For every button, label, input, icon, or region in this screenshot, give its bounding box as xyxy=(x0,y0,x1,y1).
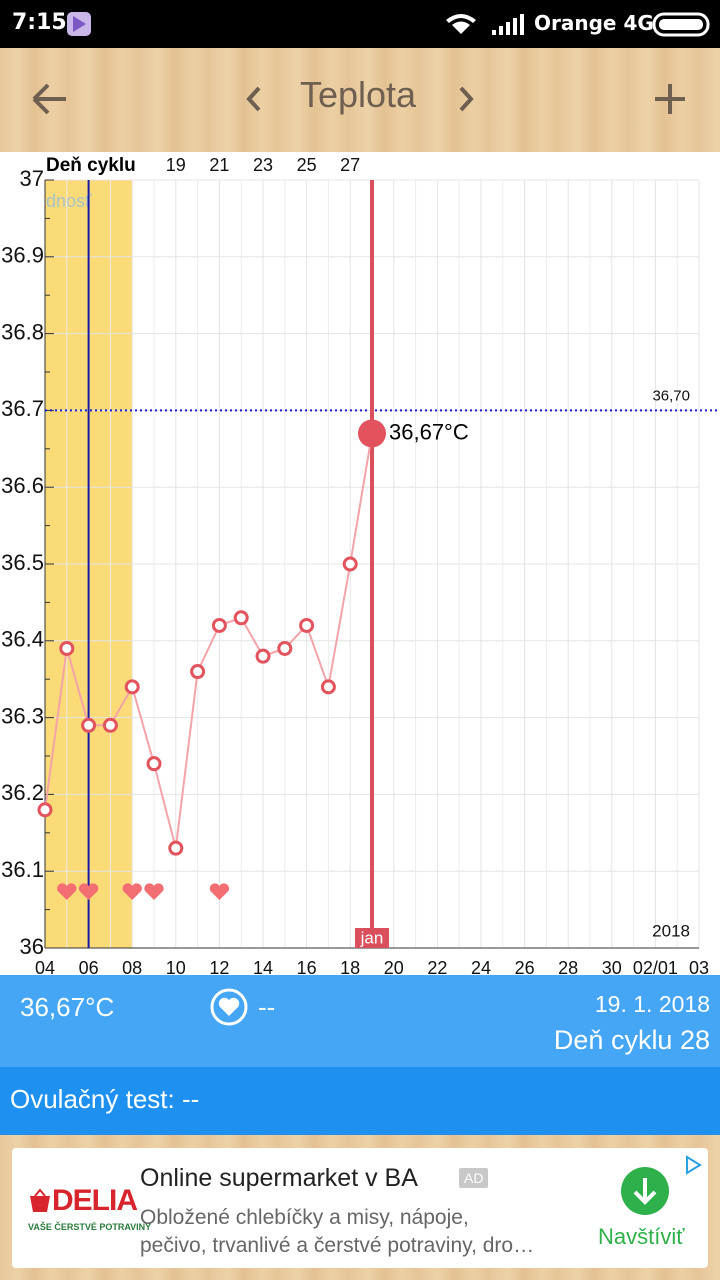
previous-button[interactable] xyxy=(242,84,266,114)
intercourse-heart xyxy=(78,883,99,900)
temperature-point xyxy=(59,640,75,656)
ad-badge: AD xyxy=(459,1168,489,1188)
summary-temperature: 36,67°C xyxy=(20,992,115,1022)
x-tick-label: 06 xyxy=(79,958,99,975)
y-tick-label: 36.5 xyxy=(1,550,44,575)
cycle-tick-label: 25 xyxy=(297,155,317,175)
x-tick-label: 14 xyxy=(253,958,273,975)
x-tick-label: 02/01 xyxy=(633,958,678,975)
temperature-point xyxy=(37,802,53,818)
temperature-point xyxy=(277,640,293,656)
basket-icon xyxy=(30,1188,50,1212)
y-tick-label: 37 xyxy=(20,166,44,191)
app-bar: Teplota xyxy=(0,48,720,152)
temperature-point xyxy=(102,717,118,733)
heart-icon xyxy=(210,988,248,1026)
temperature-point xyxy=(168,840,184,856)
ad-card[interactable]: DELIA VAŠE ČERSTVÉ POTRAVINY Online supe… xyxy=(12,1148,708,1268)
y-tick-label: 36.7 xyxy=(1,396,44,421)
y-tick-label: 36 xyxy=(20,934,44,959)
temperature-point xyxy=(124,679,140,695)
x-tick-label: 03 xyxy=(689,958,709,975)
ad-brand: DELIA xyxy=(52,1184,138,1217)
status-time: 7:15 xyxy=(12,10,67,35)
month-label: jan xyxy=(360,928,384,947)
ad-area: DELIA VAŠE ČERSTVÉ POTRAVINY Online supe… xyxy=(0,1135,720,1280)
x-tick-label: 12 xyxy=(209,958,229,975)
next-button[interactable] xyxy=(454,84,478,114)
temperature-line xyxy=(44,433,373,849)
x-tick-label: 22 xyxy=(427,958,447,975)
ad-brand-tagline: VAŠE ČERSTVÉ POTRAVINY xyxy=(28,1222,152,1232)
ovulation-panel: Ovulačný test: -- xyxy=(0,1067,720,1135)
play-store-icon xyxy=(67,12,91,36)
y-tick-label: 36.9 xyxy=(1,243,44,268)
ad-description-line: pečivo, trvanlivé a čerstvé potraviny, d… xyxy=(140,1234,535,1257)
temperature-point xyxy=(190,664,206,680)
add-button[interactable] xyxy=(652,81,688,117)
x-tick-label: 20 xyxy=(384,958,404,975)
adchoices-icon[interactable] xyxy=(682,1154,704,1176)
battery-icon xyxy=(652,12,710,37)
visit-icon[interactable] xyxy=(620,1166,670,1216)
month-label-box xyxy=(355,928,389,948)
summary-intercourse: -- xyxy=(258,992,276,1022)
ad-title: Online supermarket v BA xyxy=(140,1164,418,1192)
x-tick-label: 30 xyxy=(602,958,622,975)
x-tick-label: 18 xyxy=(340,958,360,975)
y-tick-label: 36.1 xyxy=(1,857,44,882)
summary-panel: 36,67°C -- 19. 1. 2018 Deň cyklu 28 xyxy=(0,975,720,1067)
x-tick-label: 28 xyxy=(558,958,578,975)
ad-description: Obložené chlebíčky a misy, nápoje, pečiv… xyxy=(140,1204,534,1260)
summary-date: 19. 1. 2018 xyxy=(594,991,710,1017)
value-label: 36,67°C xyxy=(389,419,469,444)
temperature-point xyxy=(211,617,227,633)
temperature-point xyxy=(342,556,358,572)
fertile-band-label: dnosť xyxy=(46,191,92,211)
temperature-point xyxy=(233,610,249,626)
x-tick-label: 24 xyxy=(471,958,491,975)
y-tick-label: 36.4 xyxy=(1,627,44,652)
x-tick-label: 10 xyxy=(166,958,186,975)
temperature-point xyxy=(146,756,162,772)
intercourse-heart xyxy=(122,883,142,900)
temperature-point xyxy=(299,617,315,633)
reference-line-label: 36,70 xyxy=(652,387,690,404)
summary-cycle-day: Deň cyklu 28 xyxy=(553,1025,710,1055)
ad-description-line: Obložené chlebíčky a misy, nápoje, xyxy=(140,1206,469,1229)
status-bar: 7:15 Orange 4G xyxy=(0,0,720,48)
y-tick-label: 36.3 xyxy=(1,703,44,728)
cycle-tick-label: 27 xyxy=(340,155,360,175)
temperature-point xyxy=(320,679,336,695)
x-tick-label: 16 xyxy=(297,958,317,975)
intercourse-heart xyxy=(209,883,230,900)
status-carrier: Orange 4G xyxy=(534,11,654,35)
cycle-tick-label: 21 xyxy=(209,155,229,175)
x-tick-label: 26 xyxy=(515,958,535,975)
temperature-chart: Deň cyklu dnosť 36 36.1 36.2 36.3 36.4 36.5 36.… xyxy=(0,152,720,975)
cycle-axis-title: Deň cyklu xyxy=(46,155,136,176)
back-button[interactable] xyxy=(30,82,70,116)
screen-title: Teplota xyxy=(299,74,417,115)
cycle-tick-label: 19 xyxy=(166,155,186,175)
year-label: 2018 xyxy=(652,921,690,940)
x-tick-label: 04 xyxy=(35,958,55,975)
ad-action[interactable]: Navštíviť xyxy=(598,1224,685,1249)
temperature-point xyxy=(81,717,97,733)
cycle-tick-label: 23 xyxy=(253,155,273,175)
y-tick-label: 36.8 xyxy=(1,319,44,344)
ovulation-test: Ovulačný test: -- xyxy=(10,1084,200,1114)
intercourse-heart xyxy=(144,883,164,900)
y-tick-label: 36.2 xyxy=(1,780,44,805)
intercourse-heart xyxy=(57,883,77,900)
selected-point xyxy=(358,419,386,448)
signal-icons xyxy=(446,14,524,35)
y-tick-label: 36.6 xyxy=(1,473,44,498)
x-tick-label: 08 xyxy=(122,958,142,975)
temperature-point xyxy=(255,648,271,664)
